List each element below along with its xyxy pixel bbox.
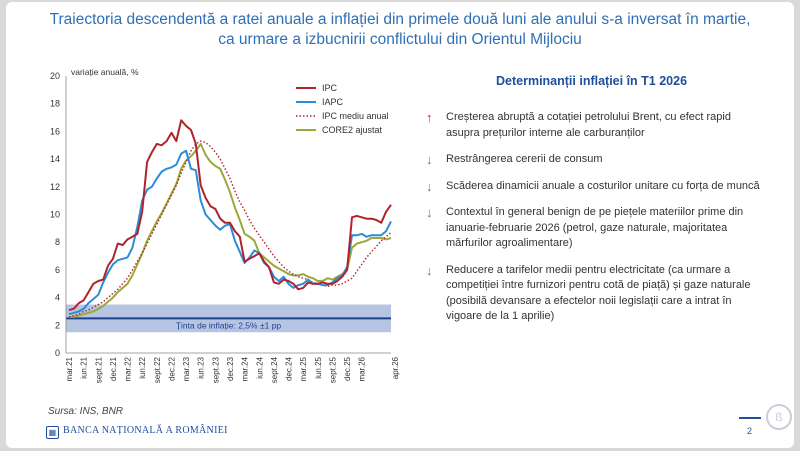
legend-entry: IPC mediu anual <box>322 111 389 121</box>
bnr-watermark-icon: ß <box>766 404 792 430</box>
x-tick-label: mar.26 <box>358 356 367 381</box>
title-line-2: ca urmare a izbucnirii conflictului din … <box>218 31 582 48</box>
page-number: 2 <box>747 426 753 436</box>
x-tick-label: mar.22 <box>124 356 133 381</box>
series-line-ipc-mediu-anual <box>68 140 392 318</box>
arrow-down-icon: ↓ <box>426 262 433 278</box>
determinant-item: ↓ Restrângerea cererii de consum <box>424 152 764 168</box>
x-tick-label: sept.22 <box>153 356 162 383</box>
arrow-down-icon: ↓ <box>426 152 433 167</box>
x-tick-label: sept.21 <box>94 356 103 383</box>
legend-entry: IPC <box>322 83 338 93</box>
determinants-list: ↑ Creșterea abruptă a cotației petrolulu… <box>424 110 764 336</box>
y-tick-label: 20 <box>50 71 60 81</box>
y-tick-label: 12 <box>50 182 60 192</box>
arrow-down-icon: ↓ <box>426 205 433 220</box>
x-tick-label: iun.21 <box>80 356 89 378</box>
determinant-text: Scăderea dinamicii anuale a costurilor u… <box>446 179 760 192</box>
series-line-core2-ajustat <box>69 142 392 318</box>
determinant-item: ↓ Reducere a tarifelor medii pentru elec… <box>424 263 764 325</box>
y-tick-label: 14 <box>50 154 60 164</box>
x-tick-label: iun.22 <box>138 356 147 378</box>
determinant-text: Restrângerea cererii de consum <box>446 153 603 165</box>
determinants-title: Determinanții inflației în T1 2026 <box>496 74 688 88</box>
y-tick-label: 10 <box>50 210 60 220</box>
arrow-down-icon: ↓ <box>426 178 433 194</box>
slide: Traiectoria descendentă a ratei anuale a… <box>6 2 794 448</box>
source-note: Sursa: INS, BNR <box>48 406 124 417</box>
y-tick-label: 8 <box>55 237 60 247</box>
x-tick-label: dec.24 <box>285 356 294 381</box>
y-tick-label: 2 <box>55 320 60 330</box>
page-divider <box>739 417 761 419</box>
x-tick-label: mar.25 <box>299 356 308 381</box>
inflation-chart: Ținta de inflație: 2,5% ±1 pp 0 2 4 6 8 10 12 14… <box>50 67 400 383</box>
x-tick-label: dec.22 <box>167 356 176 381</box>
x-tick-label: dec.21 <box>109 356 118 381</box>
y-tick-label: 18 <box>50 99 60 109</box>
y-tick-label: 0 <box>55 348 60 358</box>
y-tick-label: 4 <box>55 293 60 303</box>
x-tick-label: mar.23 <box>182 356 191 381</box>
x-tick-label: iun.24 <box>255 356 264 378</box>
x-tick-label: iun.23 <box>197 356 206 378</box>
x-tick-label: iun.25 <box>314 356 323 378</box>
determinant-text: Contextul în general benign de pe piețel… <box>446 206 744 249</box>
institution-name: BANCA NAȚIONALĂ A ROMÂNIEI <box>63 425 228 436</box>
determinant-text: Reducere a tarifelor medii pentru electr… <box>446 263 751 323</box>
target-label: Ținta de inflație: 2,5% ±1 pp <box>176 320 282 330</box>
y-tick-label: 6 <box>55 265 60 275</box>
x-tick-label: mar.21 <box>65 356 74 381</box>
footer-institution: ▦ BANCA NAȚIONALĂ A ROMÂNIEI <box>46 425 228 439</box>
determinant-item: ↑ Creșterea abruptă a cotației petrolulu… <box>424 110 764 141</box>
y-axis-label: variație anuală, % <box>71 67 139 77</box>
legend-entry: IAPC <box>322 97 344 107</box>
determinant-item: ↓ Contextul în general benign de pe pieț… <box>424 205 764 252</box>
x-tick-label: sept.23 <box>211 356 220 383</box>
determinant-text: Creșterea abruptă a cotației petrolului … <box>446 111 731 139</box>
x-tick-label: mar.24 <box>241 356 250 381</box>
legend-entry: CORE2 ajustat <box>322 125 383 135</box>
slide-title: Traiectoria descendentă a ratei anuale a… <box>6 10 794 50</box>
arrow-up-icon: ↑ <box>426 110 433 125</box>
x-tick-label: dec.25 <box>343 356 352 381</box>
title-line-1: Traiectoria descendentă a ratei anuale a… <box>49 11 751 28</box>
bnr-logo-icon: ▦ <box>46 426 59 439</box>
x-tick-label: sept.25 <box>328 356 337 383</box>
series-line-ipc <box>68 119 392 312</box>
x-tick-label: dec.23 <box>226 356 235 381</box>
y-tick-label: 16 <box>50 126 60 136</box>
determinant-item: ↓ Scăderea dinamicii anuale a costurilor… <box>424 179 764 195</box>
x-tick-label: apr.26 <box>391 356 400 379</box>
x-tick-label: sept.24 <box>270 356 279 383</box>
